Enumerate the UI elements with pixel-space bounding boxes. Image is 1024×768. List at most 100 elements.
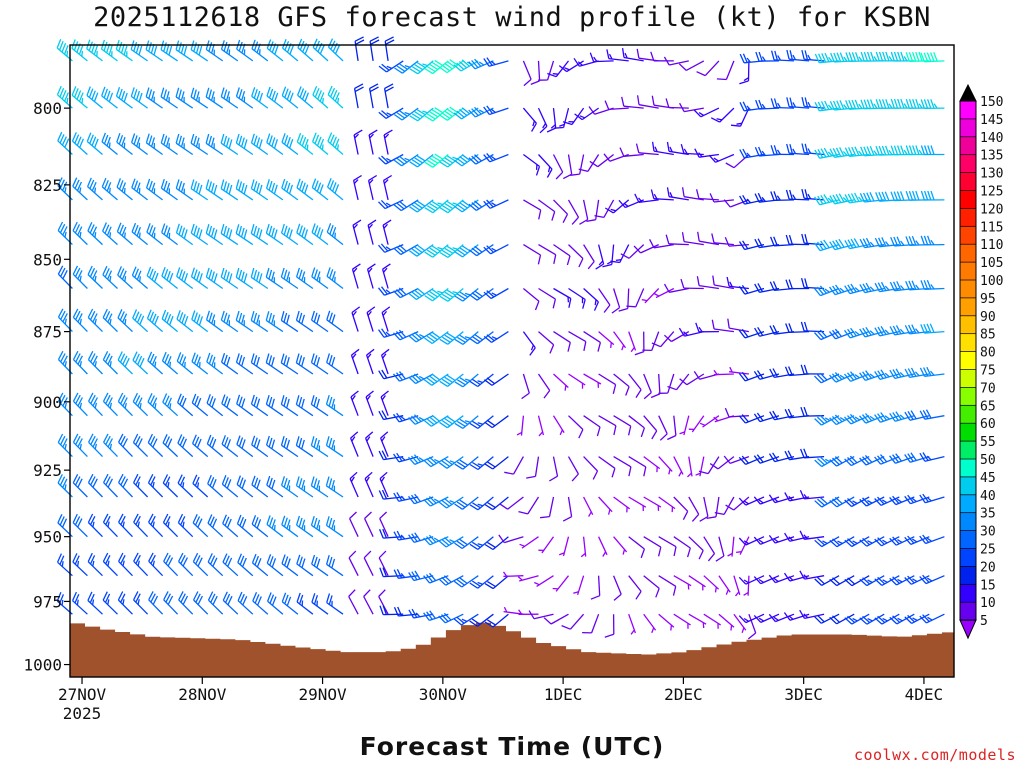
wind-barb	[526, 456, 540, 479]
barb-feather	[788, 279, 793, 289]
barb-feather	[268, 312, 273, 323]
barb-feather	[91, 226, 98, 236]
barb-feather	[832, 615, 840, 623]
barb-shaft	[745, 613, 765, 624]
barb-feather	[152, 438, 158, 448]
barb-feather	[220, 224, 225, 234]
barb-shaft	[417, 60, 434, 75]
barb-feather	[893, 98, 899, 109]
barb-shaft	[537, 107, 548, 127]
barb-feather	[369, 133, 374, 139]
wind-barb	[665, 234, 689, 246]
barb-feather	[180, 137, 185, 147]
wind-barb	[598, 373, 617, 394]
barb-feather	[862, 327, 869, 337]
wind-barb	[379, 471, 389, 498]
barb-feather	[469, 294, 478, 301]
barb-feather	[228, 229, 233, 239]
barb-shaft	[349, 437, 359, 457]
barb-feather	[929, 52, 935, 62]
wind-barb	[859, 370, 885, 382]
barb-feather	[564, 385, 567, 391]
wind-barb	[235, 310, 254, 333]
barb-feather	[875, 51, 880, 62]
barb-shaft	[190, 96, 209, 109]
barb-feather	[908, 280, 914, 290]
barb-feather	[148, 591, 154, 601]
wind-barb	[785, 279, 810, 290]
barb-feather	[449, 59, 458, 66]
wind-barb	[71, 86, 88, 109]
barb-feather	[579, 115, 586, 119]
wind-barb	[904, 367, 930, 379]
barb-feather	[459, 291, 469, 298]
barb-feather	[178, 89, 182, 99]
barb-feather	[225, 227, 230, 238]
barb-feather	[738, 537, 747, 546]
barb-feather	[238, 396, 243, 406]
barb-feather	[266, 592, 272, 602]
wind-barb	[469, 496, 494, 511]
barb-shaft	[850, 415, 870, 425]
barb-feather	[681, 232, 685, 242]
wind-barb	[673, 536, 691, 558]
colorbar-label: 105	[980, 256, 1003, 271]
barb-feather	[89, 267, 96, 278]
barb-feather	[198, 184, 203, 195]
barb-feather	[922, 614, 930, 622]
barb-feather	[877, 370, 884, 379]
barb-shaft	[553, 287, 572, 300]
barb-shaft	[251, 48, 269, 62]
wind-barb	[680, 144, 704, 156]
wind-barb	[688, 496, 700, 522]
barb-feather	[64, 361, 67, 367]
wind-barb	[161, 266, 179, 290]
barb-shaft	[311, 276, 329, 290]
barb-feather	[849, 413, 858, 422]
barb-feather	[79, 318, 82, 325]
barb-feather	[843, 56, 848, 62]
barb-feather	[804, 234, 808, 244]
wind-barb	[696, 60, 720, 77]
barb-feather	[464, 336, 471, 339]
barb-feather	[118, 433, 124, 443]
barb-feather	[925, 409, 932, 419]
barb-feather	[423, 379, 433, 386]
barb-shaft	[628, 575, 642, 592]
barb-shaft	[673, 415, 677, 436]
barb-feather	[74, 593, 80, 604]
barb-shaft	[521, 536, 539, 549]
barb-feather	[350, 476, 355, 482]
barb-shaft	[192, 522, 209, 538]
barb-feather	[424, 67, 434, 75]
barb-feather	[169, 403, 172, 409]
barb-shaft	[118, 521, 133, 538]
barb-feather	[454, 205, 463, 213]
barb-feather	[57, 392, 64, 402]
wind-barb	[102, 591, 118, 615]
x-tick-label: 27NOV	[58, 685, 107, 704]
wind-barb	[679, 373, 705, 386]
barb-feather	[316, 439, 320, 450]
barb-feather	[628, 466, 632, 477]
barb-shaft	[312, 46, 329, 62]
barb-feather	[250, 133, 255, 144]
barb-feather	[190, 87, 195, 98]
barb-feather	[784, 532, 791, 542]
wind-barb	[367, 174, 378, 201]
barb-feather	[537, 254, 542, 265]
barb-feather	[378, 201, 386, 210]
barb-feather	[477, 463, 484, 467]
barb-feather	[491, 202, 497, 207]
barb-feather	[926, 235, 932, 246]
barb-shaft	[73, 441, 88, 458]
barb-feather	[117, 309, 123, 319]
barb-feather	[880, 369, 887, 378]
barb-feather	[57, 433, 64, 443]
barb-feather	[816, 614, 825, 623]
barb-feather	[413, 414, 422, 422]
wind-barb	[814, 372, 840, 384]
wind-barb	[160, 87, 178, 109]
barb-feather	[411, 333, 420, 341]
barb-feather	[60, 394, 66, 404]
